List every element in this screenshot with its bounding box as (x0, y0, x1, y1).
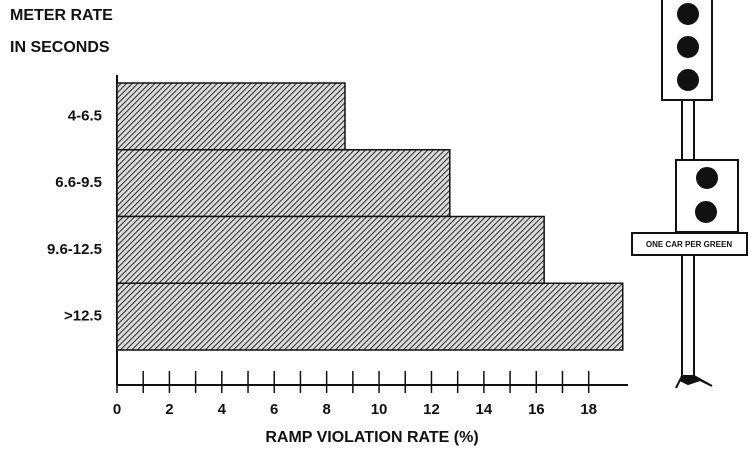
x-tick-label: 18 (580, 401, 597, 418)
bar (116, 282, 624, 351)
x-tick-label: 12 (423, 401, 440, 418)
sign-text: ONE CAR PER GREEN (646, 240, 732, 249)
chart-title: METER RATE (10, 7, 113, 24)
x-tick-label: 0 (113, 401, 121, 418)
x-tick-label: 10 (371, 401, 388, 418)
x-axis-label: RAMP VIOLATION RATE (%) (265, 429, 478, 446)
chart-title: IN SECONDS (10, 39, 110, 56)
y-tick-label: 9.6-12.5 (47, 241, 102, 258)
x-tick-label: 4 (218, 401, 227, 418)
x-tick-label: 6 (270, 401, 278, 418)
x-tick-label: 14 (476, 401, 493, 418)
bar (116, 149, 451, 218)
bar (116, 215, 545, 284)
traffic-signal (631, 0, 748, 389)
x-tick-label: 8 (322, 401, 330, 418)
x-tick-label: 2 (165, 401, 173, 418)
y-tick-label: 4-6.5 (68, 107, 102, 124)
y-tick-label: >12.5 (64, 308, 102, 325)
x-tick-label: 16 (528, 401, 545, 418)
y-tick-label: 6.6-9.5 (55, 174, 102, 191)
bar (116, 82, 346, 151)
